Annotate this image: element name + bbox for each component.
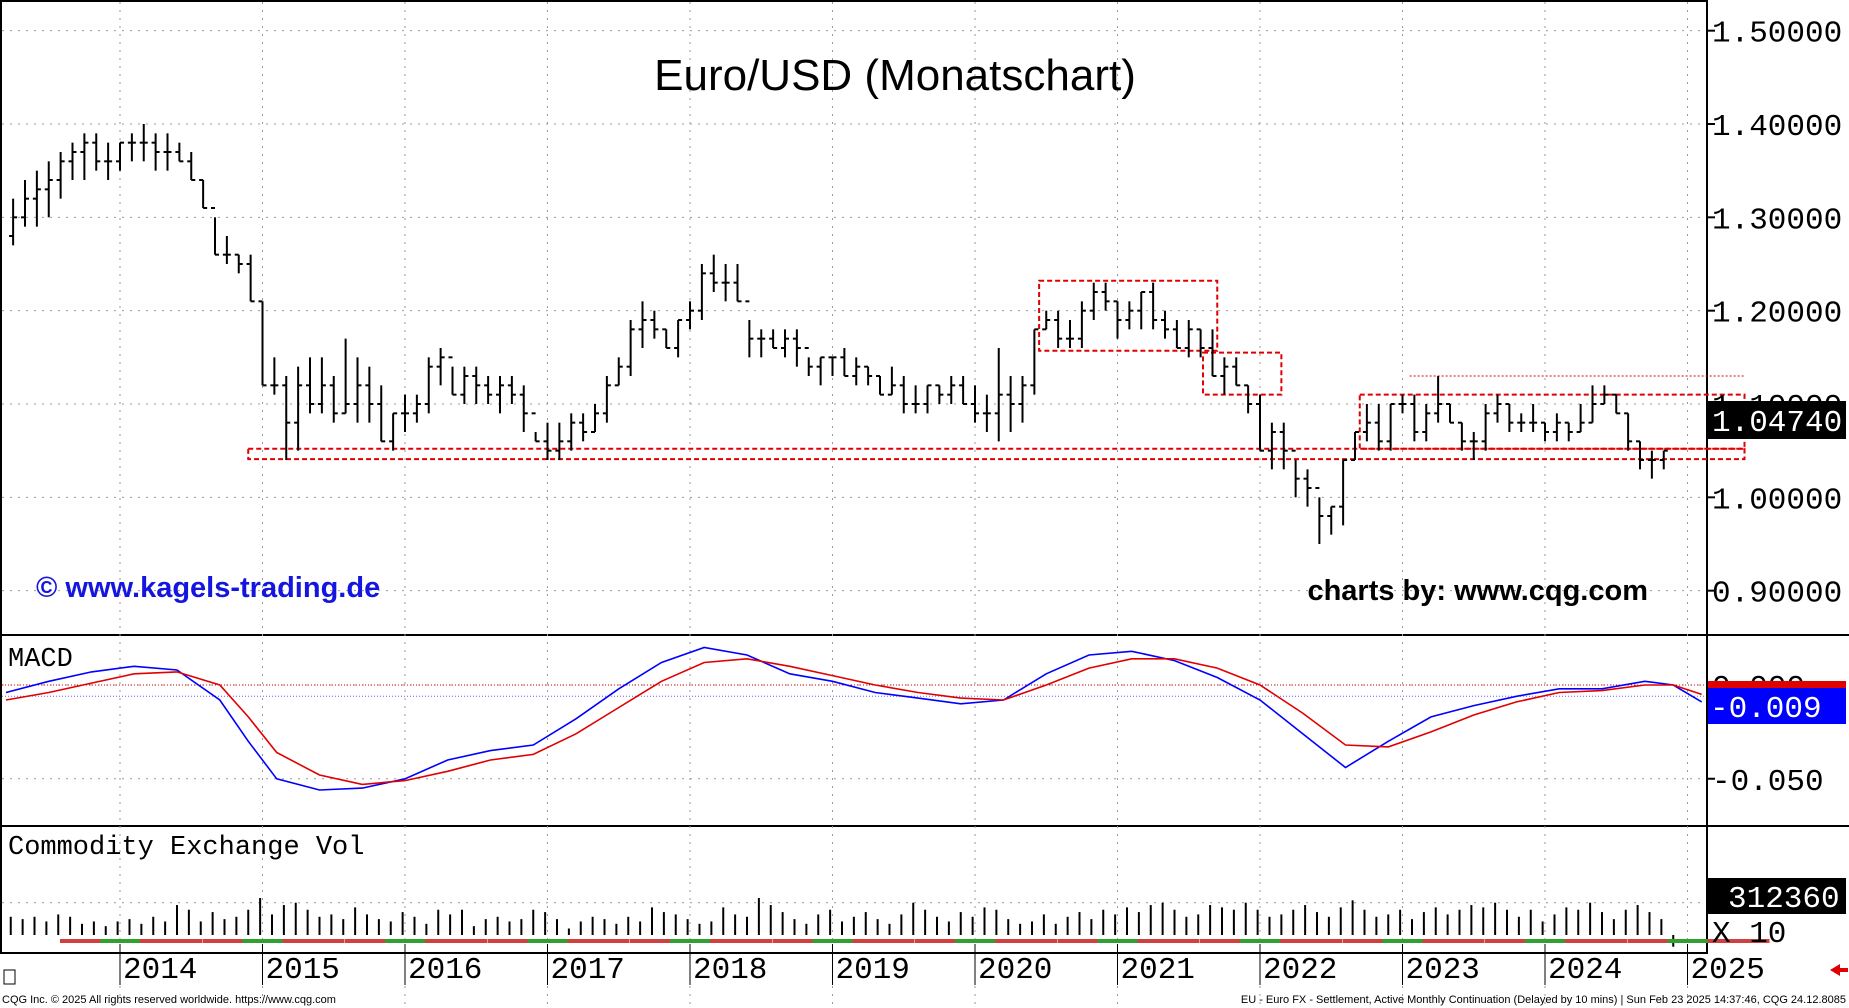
baseline-segment bbox=[242, 939, 283, 943]
macd-pane-title: MACD bbox=[8, 645, 73, 675]
baseline-segment bbox=[100, 939, 140, 943]
time-axis-label: 2018 bbox=[693, 953, 767, 988]
baseline-segment bbox=[425, 939, 487, 943]
baseline-segment bbox=[1667, 939, 1708, 943]
macd-line bbox=[5, 646, 1703, 791]
time-axis-label: 2023 bbox=[1406, 953, 1480, 988]
time-axis-label: 2022 bbox=[1263, 953, 1337, 988]
footer-copyright: CQG Inc. © 2025 All rights reserved worl… bbox=[2, 994, 336, 1006]
baseline-segment bbox=[567, 939, 630, 943]
watermark-kagels: © www.kagels-trading.de bbox=[36, 572, 380, 604]
baseline-segment bbox=[630, 939, 670, 943]
baseline-segment bbox=[915, 939, 955, 943]
baseline-segment bbox=[710, 939, 772, 943]
watermark-cqg: charts by: www.cqg.com bbox=[1307, 575, 1648, 607]
ohlc-bars bbox=[9, 124, 1668, 544]
support-resistance-box bbox=[1202, 351, 1283, 396]
baseline-segment bbox=[1342, 939, 1383, 943]
time-axis-label: 2021 bbox=[1121, 953, 1195, 988]
price-axis-label: 1.30000 bbox=[1712, 203, 1842, 238]
baseline-segment bbox=[527, 939, 568, 943]
support-resistance-box bbox=[247, 447, 1746, 461]
time-axis-label: 2015 bbox=[266, 953, 340, 988]
baseline-segment bbox=[1057, 939, 1098, 943]
scroll-marker-icon[interactable] bbox=[3, 969, 16, 985]
support-resistance-box bbox=[1038, 279, 1219, 352]
footer-instrument-info: EU - Euro FX - Settlement, Active Monthl… bbox=[1241, 994, 1846, 1006]
last-price-label: 1.04740 bbox=[1712, 406, 1842, 441]
baseline-segment bbox=[1137, 939, 1200, 943]
signal-last-marker bbox=[1708, 681, 1846, 689]
volume-pane-title: Commodity Exchange Vol bbox=[8, 833, 364, 863]
price-axis-label: 1.20000 bbox=[1712, 297, 1842, 332]
baseline-segment bbox=[812, 939, 853, 943]
baseline-segment bbox=[487, 939, 528, 943]
time-axis-label: 2025 bbox=[1691, 953, 1765, 988]
price-axis-label: 1.50000 bbox=[1712, 17, 1842, 52]
macd-axis-label: -0.050 bbox=[1712, 765, 1824, 800]
macd-last-label: -0.009 bbox=[1710, 692, 1822, 727]
baseline-segment bbox=[955, 939, 995, 943]
scroll-right-arrow-icon[interactable] bbox=[1830, 964, 1848, 976]
time-axis-label: 2016 bbox=[408, 953, 482, 988]
baseline-segment bbox=[1240, 939, 1280, 943]
time-axis-labels: 2014 2015 2016 2017 2018 2019 2020 2021 2022 2023… bbox=[119, 944, 1765, 988]
time-axis-label: 2020 bbox=[978, 953, 1052, 988]
baseline-segment bbox=[345, 939, 385, 943]
volume-last-box bbox=[1708, 878, 1846, 914]
last-price-box bbox=[1708, 401, 1846, 439]
price-axis-label: 1.00000 bbox=[1712, 483, 1842, 518]
baseline-segment bbox=[995, 939, 1057, 943]
baseline-segment bbox=[1627, 939, 1668, 943]
price-axis-labels: 1.500001.400001.300001.200001.100001.000… bbox=[1707, 17, 1842, 924]
signal-line bbox=[5, 657, 1702, 786]
baseline-segment bbox=[202, 939, 243, 943]
baseline-segment bbox=[1200, 939, 1240, 943]
baseline-segment bbox=[385, 939, 425, 943]
baseline-segment bbox=[1382, 939, 1423, 943]
gridlines bbox=[2, 2, 1706, 1008]
volume-bars bbox=[9, 898, 1770, 947]
baseline-segment bbox=[1422, 939, 1485, 943]
baseline-segment bbox=[1525, 939, 1565, 943]
baseline-segment bbox=[282, 939, 345, 943]
time-axis-label: 2019 bbox=[836, 953, 910, 988]
volume-multiplier: X 10 bbox=[1712, 917, 1786, 952]
time-axis-label: 2014 bbox=[123, 953, 197, 988]
baseline-segment bbox=[60, 939, 100, 943]
baseline-segment bbox=[772, 939, 813, 943]
price-axis-label: 0.90000 bbox=[1712, 577, 1842, 612]
time-axis-label: 2017 bbox=[551, 953, 625, 988]
macd-lines bbox=[5, 646, 1703, 791]
baseline-segment bbox=[140, 939, 202, 943]
baseline-segment bbox=[1565, 939, 1627, 943]
price-axis-label: 1.40000 bbox=[1712, 110, 1842, 145]
baseline-segment bbox=[1485, 939, 1525, 943]
volume-last-label: 312360 bbox=[1728, 882, 1840, 917]
baseline-segment bbox=[1097, 939, 1138, 943]
plot-frame bbox=[0, 0, 1708, 954]
baseline-segment bbox=[852, 939, 915, 943]
chart-title: Euro/USD (Monatschart) bbox=[654, 51, 1136, 100]
macd-last-box bbox=[1708, 688, 1846, 724]
time-axis-label: 2024 bbox=[1548, 953, 1622, 988]
baseline-segment bbox=[1707, 939, 1770, 943]
baseline-segment bbox=[1280, 939, 1342, 943]
baseline-segment bbox=[670, 939, 710, 943]
